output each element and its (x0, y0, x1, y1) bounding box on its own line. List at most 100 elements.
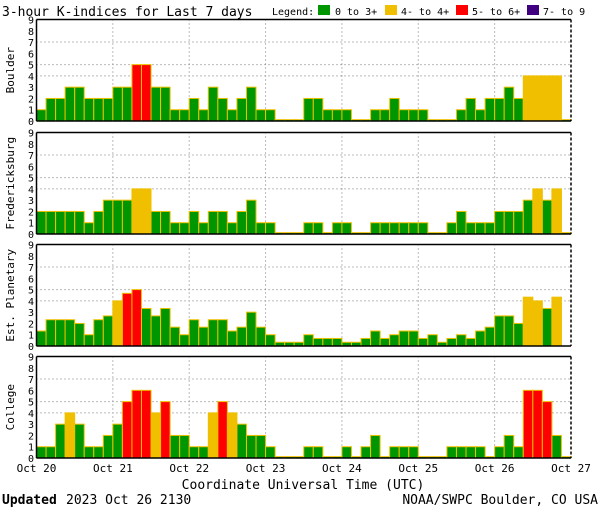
legend: Legend: 0 to 3+ 4- to 4+ 5- to 6+ 7- to … (272, 5, 585, 18)
bar (102, 434, 114, 459)
bar (503, 315, 515, 347)
bar (494, 97, 505, 122)
bar (303, 334, 314, 347)
bar (370, 434, 381, 459)
bar (131, 188, 142, 235)
y-tick-label: 2 (28, 207, 34, 218)
y-tick-label: 7 (28, 38, 34, 49)
bar (551, 75, 562, 122)
bar (179, 222, 190, 235)
legend-swatch-green (318, 5, 330, 15)
bar (236, 210, 247, 235)
bar (255, 326, 267, 347)
bar (150, 210, 162, 235)
y-tick-label: 9 (28, 241, 34, 252)
y-tick-label: 7 (28, 151, 34, 162)
bar (160, 401, 171, 459)
bar (188, 319, 200, 347)
bar (408, 109, 419, 122)
bar (160, 307, 171, 347)
bar (379, 109, 391, 122)
y-tick-label: 5 (28, 61, 34, 72)
bar (541, 199, 553, 235)
bar (503, 86, 515, 122)
bar (408, 222, 419, 235)
legend-item-0-3: 0 to 3+ (335, 7, 377, 18)
bar (121, 292, 133, 347)
bar (131, 289, 142, 347)
x-tick-label: Oct 26 (475, 462, 515, 475)
bar (455, 109, 467, 122)
bar (522, 296, 534, 347)
bar (255, 222, 267, 235)
bar (121, 86, 133, 122)
x-tick-label: Oct 27 (551, 462, 591, 475)
bar (341, 109, 352, 122)
y-tick-label: 2 (28, 94, 34, 105)
y-tick-label: 1 (28, 219, 34, 230)
y-tick-label: 3 (28, 308, 34, 319)
bar (198, 326, 209, 347)
bar (541, 307, 553, 347)
bar (494, 210, 505, 235)
y-tick-label: 5 (28, 286, 34, 297)
bar (484, 97, 496, 122)
y-tick-label: 7 (28, 375, 34, 386)
bar (140, 389, 152, 459)
bar (322, 109, 333, 122)
bar (36, 330, 47, 347)
bar (169, 222, 181, 235)
bar (446, 222, 457, 235)
bar (398, 446, 410, 459)
bar (112, 86, 123, 122)
bar (427, 334, 438, 347)
bar (198, 222, 209, 235)
bar (188, 210, 200, 235)
bar (112, 423, 123, 459)
bar (265, 446, 276, 459)
bar (45, 446, 57, 459)
panel-label: Fredericksburg (4, 137, 17, 230)
bar (417, 337, 429, 347)
bar (169, 434, 181, 459)
bar (455, 334, 467, 347)
bar (112, 199, 123, 235)
source-credit: NOAA/SWPC Boulder, CO USA (402, 493, 598, 508)
bar (36, 109, 47, 122)
bar (331, 337, 343, 347)
bar (532, 300, 543, 347)
x-tick-label: Oct 23 (246, 462, 286, 475)
bar (303, 97, 314, 122)
y-tick-label: 6 (28, 386, 34, 397)
bar (150, 315, 162, 347)
bar (389, 97, 400, 122)
bar (522, 199, 534, 235)
x-axis-label: Coordinate Universal Time (UTC) (182, 478, 425, 493)
bar (312, 337, 324, 347)
bar (188, 97, 200, 122)
bar (370, 222, 381, 235)
bar (360, 337, 372, 347)
y-tick-label: 7 (28, 263, 34, 274)
bar (102, 315, 114, 347)
bar (160, 86, 171, 122)
bar (121, 401, 133, 459)
x-tick-label: Oct 24 (322, 462, 362, 475)
y-tick-label: 8 (28, 140, 34, 151)
bar (303, 222, 314, 235)
bar (217, 210, 228, 235)
bar (475, 446, 486, 459)
bar (102, 97, 114, 122)
bar (551, 434, 562, 459)
bar (503, 434, 515, 459)
y-tick-label: 2 (28, 319, 34, 330)
updated-value: 2023 Oct 26 2130 (66, 493, 191, 508)
bar (74, 423, 85, 459)
bar (207, 412, 219, 459)
bar (312, 446, 324, 459)
bar (513, 210, 524, 235)
bar (417, 222, 429, 235)
y-tick-label: 9 (28, 16, 34, 27)
bar (265, 222, 276, 235)
